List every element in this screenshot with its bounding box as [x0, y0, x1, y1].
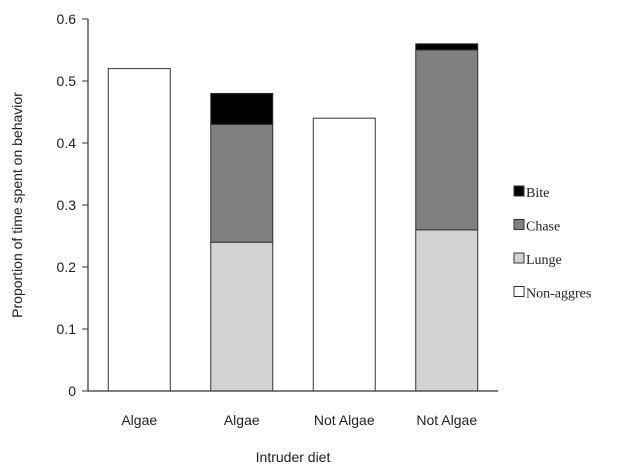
legend-swatch [513, 185, 525, 197]
y-tick-label: 0.3 [57, 197, 77, 213]
legend-swatch [513, 219, 525, 230]
y-tick-label: 0 [68, 383, 76, 399]
y-tick-label: 0.2 [57, 259, 77, 275]
bar-segment-bite [210, 92, 274, 125]
y-axis-title: Proportion of time spent on behavior [9, 92, 25, 318]
legend-label: Lunge [526, 253, 562, 268]
bar-segment-bite [415, 43, 479, 51]
bars [107, 43, 479, 392]
legend-label: Chase [526, 220, 560, 235]
bar-segment-chase [210, 123, 274, 243]
y-axis-ticks: 0 0.1 0.2 0.3 0.4 0.5 0.6 [57, 11, 88, 399]
legend-swatch [513, 286, 525, 297]
y-tick-label: 0.5 [57, 73, 77, 89]
legend: Bite Chase Lunge Non-aggres [513, 185, 591, 302]
x-axis-tick-labels: Algae Algae Not Algae Not Algae [121, 412, 477, 428]
y-tick-label: 0.6 [57, 11, 77, 27]
bar-segment-non-aggres [107, 68, 171, 392]
legend-label: Bite [526, 186, 549, 201]
legend-swatch [513, 252, 525, 264]
x-tick-label: Algae [121, 412, 157, 428]
y-tick-label: 0.1 [57, 321, 77, 337]
bar-segment-lunge [210, 241, 274, 392]
bar-segment-lunge [415, 229, 479, 392]
bar-segment-chase [415, 49, 479, 231]
bar-segment-non-aggres [312, 117, 376, 392]
y-tick-label: 0.4 [57, 135, 77, 151]
x-tick-label: Algae [224, 412, 260, 428]
x-tick-label: Not Algae [314, 412, 375, 428]
x-axis-title: Intruder diet [256, 449, 331, 465]
legend-label: Non-aggres [526, 287, 591, 302]
x-tick-label: Not Algae [416, 412, 477, 428]
